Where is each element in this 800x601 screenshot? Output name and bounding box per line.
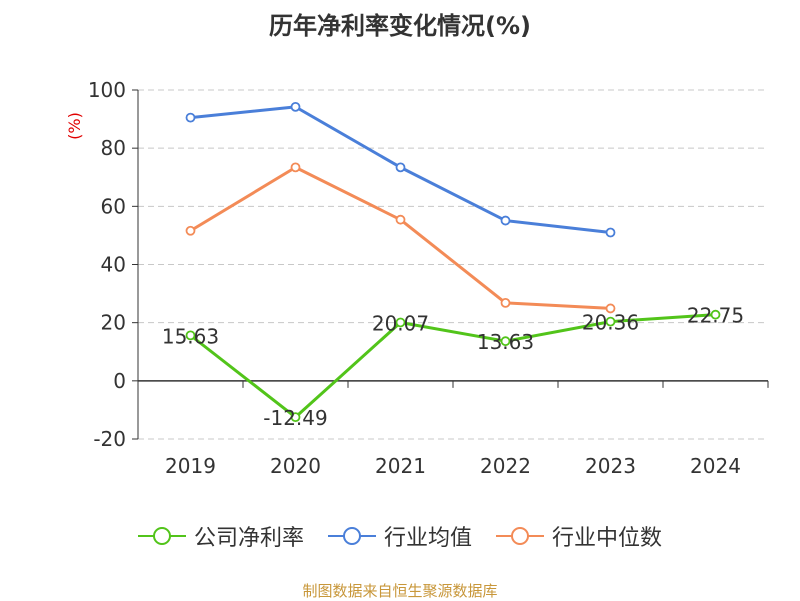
- data-point[interactable]: [185, 112, 196, 123]
- data-labels: 15.63 -12.49 20.07 13.63 20.36 22.75: [162, 304, 744, 430]
- legend-line-marker-icon: [327, 527, 376, 545]
- legend-item-company[interactable]: 公司净利率: [137, 520, 304, 552]
- data-point[interactable]: [500, 297, 511, 308]
- series-line: [189, 165, 611, 310]
- data-point[interactable]: [290, 101, 301, 112]
- x-tick-label: 2023: [585, 454, 636, 478]
- data-label: 15.63: [162, 324, 219, 348]
- y-tick-label: 40: [101, 253, 126, 277]
- data-label: 20.07: [372, 311, 429, 335]
- legend-label: 公司净利率: [193, 526, 304, 551]
- data-point[interactable]: [500, 336, 511, 347]
- x-tick-label: 2024: [690, 454, 741, 478]
- data-point[interactable]: [290, 162, 301, 173]
- chart-title: 历年净利率变化情况(%): [269, 12, 531, 40]
- legend-item-industry-median[interactable]: 行业中位数: [496, 520, 662, 552]
- x-tick-label: 2022: [480, 454, 531, 478]
- legend-line-marker-icon: [496, 527, 544, 545]
- data-point[interactable]: [500, 215, 511, 226]
- gridlines: [138, 89, 768, 440]
- legend-label: 行业中位数: [552, 526, 663, 551]
- line-chart: (%) -20 0 20 40 60 80 100 2019 2020 2021 2022 2023 2…: [65, 78, 769, 478]
- y-tick-label: 20: [101, 311, 126, 335]
- legend: 公司净利率 行业均值 行业中位数: [0, 520, 800, 552]
- x-tick-label: 2020: [270, 454, 321, 478]
- data-point[interactable]: [605, 227, 616, 238]
- data-point[interactable]: [395, 317, 406, 328]
- y-tick-label: 60: [101, 194, 126, 218]
- y-tick-label: 80: [101, 136, 126, 160]
- data-point[interactable]: [395, 162, 406, 173]
- x-tick-label: 2021: [375, 454, 426, 478]
- series-layer: [185, 101, 721, 423]
- y-tick-label: -20: [93, 427, 126, 451]
- legend-line-marker-icon: [137, 527, 186, 545]
- y-tick-label: 100: [88, 78, 126, 102]
- data-point[interactable]: [395, 214, 406, 225]
- data-source-footer: 制图数据来自恒生聚源数据库: [302, 582, 498, 600]
- y-tick-label: 0: [113, 369, 126, 393]
- data-label: 20.36: [582, 311, 639, 335]
- data-label: 22.75: [687, 304, 744, 328]
- data-label: 13.63: [477, 330, 534, 354]
- data-point[interactable]: [290, 412, 301, 423]
- data-point[interactable]: [605, 316, 616, 327]
- data-point[interactable]: [185, 330, 196, 341]
- legend-label: 行业均值: [383, 526, 472, 551]
- data-point[interactable]: [185, 225, 196, 236]
- data-label: -12.49: [263, 406, 327, 430]
- y-axis-unit-label: (%): [65, 112, 84, 140]
- legend-item-industry-mean[interactable]: 行业均值: [327, 520, 472, 552]
- series-line: [189, 313, 716, 419]
- data-point[interactable]: [605, 303, 616, 314]
- axes: -20 0 20 40 60 80 100 2019 2020 2021 2022 2023 2024: [88, 78, 769, 478]
- x-tick-label: 2019: [165, 454, 216, 478]
- data-point[interactable]: [710, 309, 721, 320]
